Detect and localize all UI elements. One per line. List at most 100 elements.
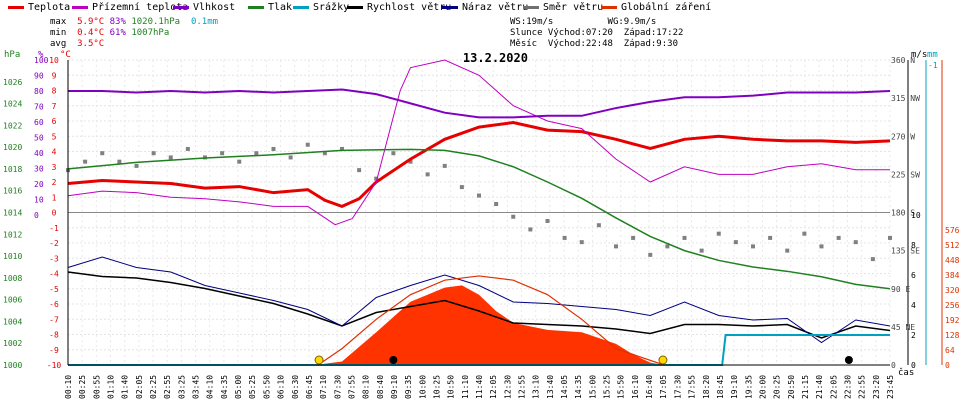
wind-direction-point bbox=[117, 159, 122, 164]
temperature-tick: -8 bbox=[49, 331, 59, 340]
humidity-tick: 70 bbox=[34, 103, 44, 112]
wind-direction-point bbox=[220, 151, 225, 156]
sunrise-marker bbox=[314, 355, 324, 365]
series-přízemní-teplota bbox=[67, 59, 890, 226]
wind-direction-point bbox=[733, 240, 738, 245]
wind-direction-point bbox=[408, 159, 413, 164]
series-globální-záření-max bbox=[317, 275, 665, 366]
wind-direction-point bbox=[596, 223, 601, 228]
wind-direction-point bbox=[819, 244, 824, 249]
x-tick-label: 10:50 bbox=[447, 375, 456, 399]
temperature-tick: -3 bbox=[49, 254, 59, 263]
radiation-tick: 384 bbox=[945, 271, 960, 280]
x-tick-label: 23:20 bbox=[872, 375, 881, 399]
direction-tick: 225 SW bbox=[891, 170, 920, 179]
x-tick-label: 07:10 bbox=[319, 375, 328, 399]
x-tick-label: 06:45 bbox=[305, 375, 314, 399]
pressure-tick: 1022 bbox=[3, 121, 22, 130]
x-tick-label: 01:10 bbox=[107, 375, 116, 399]
legend-label: Tlak bbox=[268, 2, 293, 13]
radiation-tick: 576 bbox=[945, 226, 960, 235]
legend-swatch bbox=[523, 5, 539, 9]
wind-direction-point bbox=[322, 151, 327, 156]
wind-direction-point bbox=[682, 235, 687, 240]
x-tick-label: 20:00 bbox=[758, 375, 767, 399]
x-tick-label: 16:40 bbox=[645, 375, 654, 399]
wind-direction-point bbox=[477, 193, 481, 198]
temperature-tick: 6 bbox=[52, 117, 57, 126]
x-tick-label: 06:10 bbox=[277, 375, 286, 399]
pressure-tick: 1018 bbox=[3, 165, 22, 174]
temperature-tick: -10 bbox=[47, 361, 62, 370]
chart-title: 13.2.2020 bbox=[463, 51, 528, 65]
sun-moon-panel: WS:19m/s WG:9.9m/s Slunce Východ:07:20 Z… bbox=[510, 17, 683, 50]
temperature-tick: 8 bbox=[52, 87, 57, 96]
wind-direction-point bbox=[751, 244, 755, 249]
wind-direction-point bbox=[870, 257, 875, 262]
x-tick-label: 02:05 bbox=[135, 375, 144, 399]
direction-tick: 0 bbox=[891, 361, 896, 370]
x-tick-label: 20:50 bbox=[787, 375, 796, 399]
x-tick-label: 07:55 bbox=[347, 375, 356, 399]
rain-axis-label: mm bbox=[927, 50, 938, 60]
pressure-tick: 1026 bbox=[3, 78, 22, 87]
wind-direction-point bbox=[254, 151, 259, 156]
wind-direction-point bbox=[528, 227, 533, 232]
stats-max-row: max 5.9°C 83% 1020.1hPa 0.1mm bbox=[50, 17, 219, 27]
x-tick-label: 07:30 bbox=[333, 375, 342, 399]
x-tick-label: 09:10 bbox=[390, 375, 399, 399]
x-tick-label: 13:10 bbox=[532, 375, 541, 399]
pressure-tick: 1024 bbox=[3, 100, 22, 109]
x-tick-label: 00:25 bbox=[78, 375, 87, 399]
sunset-label: Západ:17:22 bbox=[623, 28, 684, 38]
chart-legend: Teplota Přízemní teplota Vlhkost Tlak Srážky… bbox=[0, 0, 966, 16]
humidity-tick: 80 bbox=[34, 87, 44, 96]
x-tick-label: 21:15 bbox=[801, 375, 810, 399]
x-tick-label: 09:35 bbox=[404, 375, 413, 399]
x-tick-label: 16:10 bbox=[631, 375, 640, 399]
radiation-tick: 192 bbox=[945, 316, 960, 325]
pressure-tick: 1010 bbox=[3, 252, 22, 261]
wind-direction-point bbox=[168, 155, 173, 160]
legend-item: Vlhkost bbox=[173, 2, 235, 13]
series-teplota bbox=[67, 121, 891, 209]
x-tick-label: 14:05 bbox=[560, 375, 569, 399]
temperature-tick: -9 bbox=[49, 346, 59, 355]
legend-label: Přízemní teplota bbox=[92, 2, 189, 13]
x-tick-label: 18:45 bbox=[716, 375, 725, 399]
x-tick-label: 17:05 bbox=[659, 375, 668, 399]
wind-direction-point bbox=[716, 231, 721, 236]
wind-direction-point bbox=[665, 244, 670, 249]
x-tick-label: 19:35 bbox=[744, 375, 753, 399]
temperature-tick: 5 bbox=[52, 132, 57, 141]
wind-direction-point bbox=[545, 218, 550, 223]
temperature-axis-label: °C bbox=[60, 50, 71, 60]
x-tick-label: 12:05 bbox=[489, 375, 498, 399]
wind-direction-point bbox=[768, 235, 773, 240]
wind-speed-tick: 8 bbox=[911, 241, 916, 250]
x-tick-label: 19:10 bbox=[730, 375, 739, 399]
wind-direction-point bbox=[888, 235, 892, 240]
legend-swatch bbox=[72, 5, 88, 9]
legend-swatch bbox=[173, 5, 189, 9]
wind-direction-point bbox=[853, 240, 858, 245]
wind-speed-tick: 2 bbox=[911, 331, 916, 340]
temperature-tick: 0 bbox=[52, 209, 57, 218]
wind-direction-point bbox=[100, 151, 105, 156]
wind-speed-tick: 4 bbox=[911, 301, 916, 310]
wind-speed-tick: 10 bbox=[911, 211, 921, 220]
wind-axis-label: m/s bbox=[911, 50, 927, 60]
radiation-tick: 128 bbox=[945, 331, 960, 340]
x-tick-label: 21:40 bbox=[815, 375, 824, 399]
direction-tick: 90 E bbox=[891, 285, 910, 294]
legend-swatch bbox=[442, 5, 458, 9]
wind-direction-point bbox=[836, 235, 841, 240]
legend-label: Globální záření bbox=[621, 2, 712, 13]
x-tick-label: 01:40 bbox=[121, 375, 130, 399]
wind-direction-point bbox=[340, 146, 344, 151]
wind-direction-point bbox=[237, 159, 242, 164]
pressure-tick: 1012 bbox=[3, 230, 22, 239]
moonrise-label: Měsíc Východ:22:48 bbox=[510, 39, 613, 49]
wind-direction-point bbox=[442, 163, 447, 168]
x-axis-label: čas bbox=[898, 367, 914, 378]
